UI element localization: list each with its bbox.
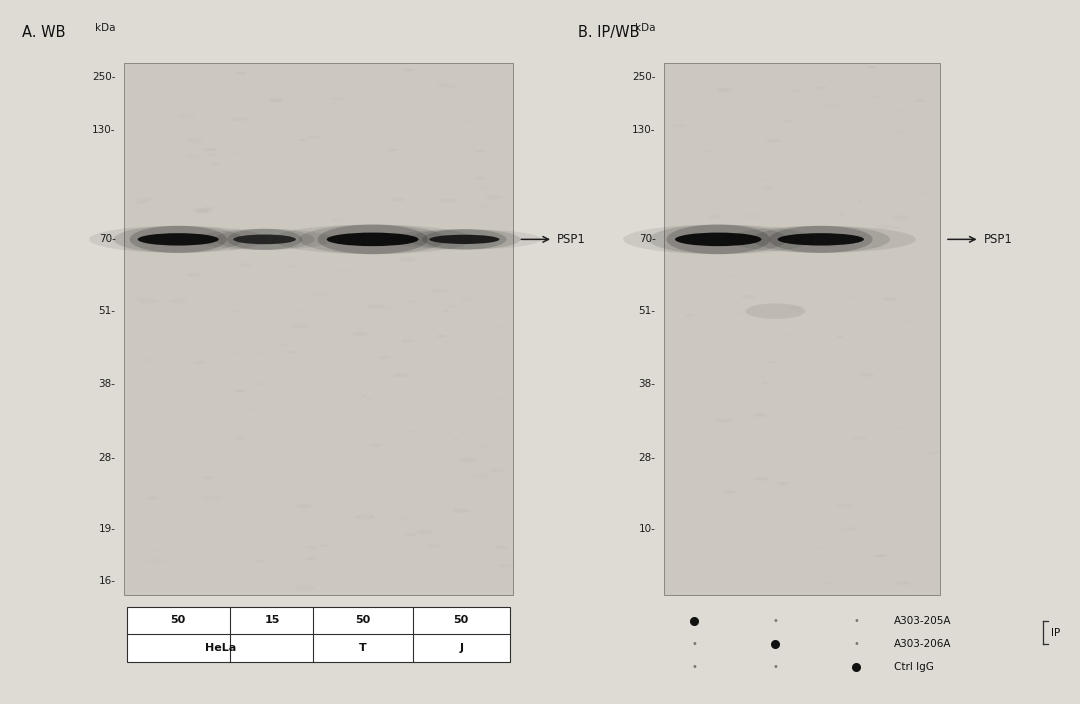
Ellipse shape [138, 233, 218, 246]
Text: 28-: 28- [638, 453, 656, 463]
Bar [127, 607, 510, 662]
Ellipse shape [227, 229, 302, 250]
Bar [124, 63, 513, 595]
Text: 250-: 250- [92, 73, 116, 82]
Text: 16-: 16- [98, 576, 116, 586]
Ellipse shape [858, 201, 862, 202]
Ellipse shape [666, 225, 770, 254]
Ellipse shape [429, 234, 499, 244]
Text: •: • [853, 639, 860, 649]
Text: B. IP/WB: B. IP/WB [578, 25, 639, 39]
Ellipse shape [215, 229, 314, 250]
Ellipse shape [408, 230, 521, 249]
Text: A303-205A: A303-205A [894, 616, 951, 626]
Text: 50: 50 [171, 615, 186, 625]
Text: kDa: kDa [95, 23, 116, 33]
Text: •: • [772, 662, 779, 672]
Ellipse shape [269, 99, 283, 102]
Bar [664, 63, 940, 595]
Ellipse shape [318, 225, 428, 254]
Ellipse shape [235, 72, 246, 75]
Ellipse shape [837, 336, 843, 338]
Ellipse shape [181, 241, 187, 243]
Text: 15: 15 [265, 615, 280, 625]
Ellipse shape [195, 229, 334, 250]
Text: 50: 50 [454, 615, 469, 625]
Ellipse shape [799, 120, 802, 121]
Ellipse shape [824, 243, 838, 247]
Ellipse shape [436, 335, 446, 337]
Text: •: • [853, 616, 860, 626]
Text: J: J [459, 643, 463, 653]
Ellipse shape [752, 226, 890, 253]
Text: A303-206A: A303-206A [894, 639, 951, 649]
Text: 38-: 38- [98, 379, 116, 389]
Ellipse shape [678, 403, 681, 404]
Text: Ctrl IgG: Ctrl IgG [894, 662, 934, 672]
Ellipse shape [855, 235, 866, 238]
Ellipse shape [623, 225, 813, 254]
Text: PSP1: PSP1 [557, 233, 586, 246]
Text: A. WB: A. WB [22, 25, 65, 39]
Text: kDa: kDa [635, 23, 656, 33]
Text: 70-: 70- [638, 234, 656, 244]
Ellipse shape [326, 232, 419, 246]
Text: 51-: 51- [98, 306, 116, 316]
Ellipse shape [299, 225, 446, 254]
Ellipse shape [90, 226, 268, 253]
Text: HeLa: HeLa [205, 643, 235, 653]
Ellipse shape [306, 558, 315, 560]
Ellipse shape [422, 230, 507, 249]
Text: PSP1: PSP1 [984, 233, 1013, 246]
Ellipse shape [403, 68, 415, 72]
Ellipse shape [271, 225, 473, 254]
Text: •: • [772, 616, 779, 626]
Ellipse shape [717, 88, 732, 92]
Ellipse shape [130, 226, 227, 253]
Ellipse shape [675, 232, 761, 246]
Ellipse shape [875, 554, 887, 558]
Ellipse shape [387, 230, 542, 249]
Text: 51-: 51- [638, 306, 656, 316]
Ellipse shape [764, 180, 769, 182]
Ellipse shape [753, 413, 767, 417]
Text: 38-: 38- [638, 379, 656, 389]
Ellipse shape [769, 226, 873, 253]
Text: 130-: 130- [92, 125, 116, 135]
Text: •: • [691, 662, 698, 672]
Ellipse shape [745, 303, 806, 319]
Ellipse shape [726, 226, 916, 253]
Ellipse shape [882, 297, 896, 301]
Ellipse shape [761, 382, 768, 384]
Ellipse shape [113, 226, 243, 253]
Text: T: T [359, 643, 367, 653]
Ellipse shape [725, 490, 735, 494]
Ellipse shape [460, 458, 476, 463]
Text: 250-: 250- [632, 73, 656, 82]
Text: 70-: 70- [98, 234, 116, 244]
Ellipse shape [228, 248, 239, 251]
Ellipse shape [454, 508, 470, 513]
Ellipse shape [393, 373, 407, 377]
Ellipse shape [233, 234, 296, 244]
Ellipse shape [778, 233, 864, 246]
Text: 28-: 28- [98, 453, 116, 463]
Text: 50: 50 [355, 615, 370, 625]
Ellipse shape [649, 225, 787, 254]
Ellipse shape [235, 390, 245, 392]
Text: 19-: 19- [98, 524, 116, 534]
Text: •: • [691, 639, 698, 649]
Text: 130-: 130- [632, 125, 656, 135]
Text: IP: IP [1051, 627, 1061, 638]
Text: 10-: 10- [638, 524, 656, 534]
